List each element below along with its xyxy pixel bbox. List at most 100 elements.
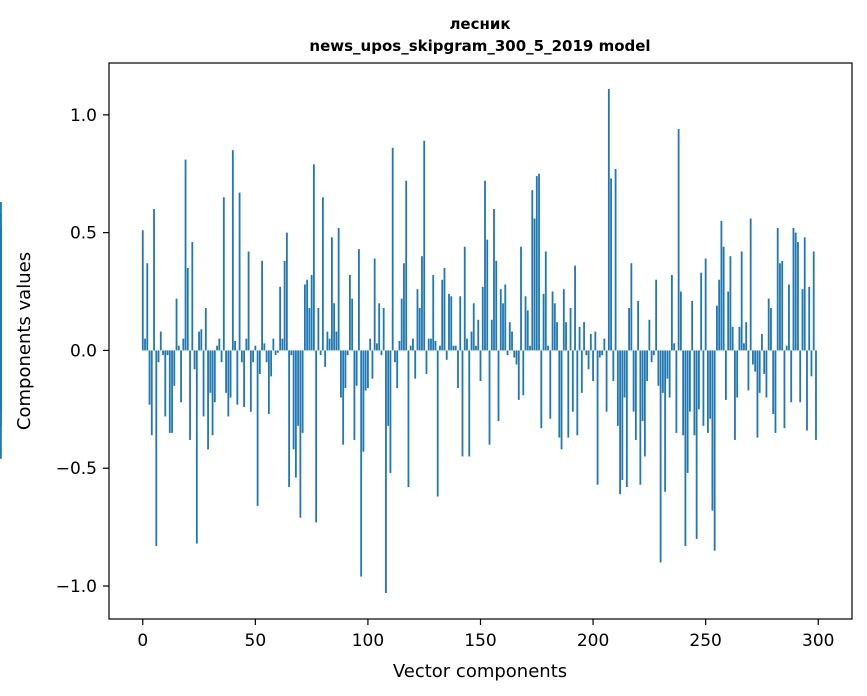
- bar-component-48: [249, 350, 252, 412]
- bar-component-95: [355, 350, 358, 386]
- bar-component-1: [144, 338, 146, 351]
- x-axis-ticks: 0 50 100 150 200 250 300: [137, 619, 834, 651]
- bar-component-116: [403, 263, 405, 351]
- chart-title-line-1: лесник: [449, 15, 510, 33]
- bar-component-263: [734, 350, 736, 440]
- plot-area-frame: [108, 62, 853, 620]
- bar-component-134: [443, 267, 446, 351]
- bar-component-85: [333, 303, 336, 351]
- bar-component-137: [450, 296, 453, 351]
- bar-component-126: [425, 350, 428, 374]
- bar-component-110: [389, 350, 392, 473]
- bar-component-0: [141, 230, 144, 351]
- bar-component-185: [558, 350, 561, 438]
- bar-component-158: [497, 350, 500, 422]
- bar-component-218: [632, 350, 635, 412]
- bar-component-229: [657, 350, 660, 386]
- bar-component-175: [535, 176, 538, 351]
- bar-component-130: [434, 341, 437, 351]
- bar-component-173: [531, 190, 534, 351]
- bar-component-176: [538, 173, 540, 351]
- bar-component-180: [547, 345, 549, 351]
- bar-component-104: [376, 343, 378, 351]
- bar-component-190: [569, 308, 572, 351]
- bar-component-268: [745, 322, 748, 351]
- bar-component-148: [475, 345, 477, 351]
- bar-component-253: [711, 350, 714, 511]
- bar-component-94: [353, 350, 356, 440]
- bar-component-295: [806, 350, 808, 431]
- bar-component-19: [184, 159, 187, 351]
- bar-component-280: [772, 350, 775, 415]
- bar-component-213: [621, 350, 624, 480]
- bar-component-161: [504, 284, 507, 351]
- bar-component-232: [664, 350, 667, 492]
- bar-component-248: [700, 272, 703, 351]
- bar-component-205: [603, 338, 606, 351]
- bar-component-13: [171, 350, 173, 433]
- bar-component-169: [522, 350, 525, 396]
- bar-component-222: [641, 350, 644, 422]
- bar-component-27: [202, 350, 205, 417]
- bar-component-121: [414, 350, 417, 379]
- bar-component-125: [423, 140, 426, 351]
- bar-component-241: [684, 350, 687, 546]
- bar-component-30: [209, 350, 212, 393]
- bar-component-36: [222, 197, 225, 351]
- bar-component-182: [551, 291, 554, 351]
- bar-component-90: [344, 350, 347, 389]
- bar-component-123: [418, 308, 421, 351]
- bar-component-4: [150, 350, 153, 436]
- bar-component-138: [452, 345, 455, 351]
- bar-component-74: [308, 308, 311, 351]
- bar-component-72: [303, 284, 306, 351]
- bar-component-193: [576, 350, 579, 436]
- bar-component-9: [162, 350, 164, 356]
- bar-component-223: [643, 350, 646, 457]
- bar-component-65: [288, 350, 291, 488]
- bar-component-252: [709, 350, 712, 419]
- bar-component-186: [560, 350, 563, 450]
- bar-component-52: [258, 350, 261, 374]
- bar-component-22: [191, 242, 194, 351]
- bar-component-247: [698, 350, 700, 410]
- bar-component-240: [682, 350, 685, 436]
- bar-component-83: [328, 338, 331, 351]
- bar-component-220: [637, 300, 640, 351]
- bar-component-235: [670, 275, 673, 351]
- bar-component-33: [216, 345, 218, 351]
- bar-component-274: [758, 350, 761, 393]
- bar-component-201: [594, 331, 597, 351]
- bar-component-215: [625, 350, 628, 488]
- bar-component-187: [562, 289, 565, 351]
- bar-component-139: [454, 345, 457, 351]
- bar-component-204: [601, 350, 603, 356]
- bar-component-214: [623, 350, 626, 398]
- bar-component-120: [412, 338, 414, 351]
- bar-component-298: [812, 251, 815, 351]
- bar-component-202: [596, 350, 599, 485]
- bar-component-273: [756, 350, 759, 438]
- bar-component-14: [173, 350, 176, 386]
- bar-component-56: [267, 350, 270, 415]
- bar-component-293: [801, 289, 804, 351]
- x-tick-label: 250: [689, 631, 721, 651]
- bar-component-86: [335, 331, 338, 351]
- bar-component-224: [646, 350, 649, 382]
- bar-component-242: [686, 350, 689, 473]
- bar-component-2: [146, 263, 149, 351]
- bar-component-210: [614, 169, 617, 351]
- bar-component-92: [349, 275, 351, 351]
- x-tick-label: 300: [802, 631, 834, 651]
- bar-component-172: [529, 345, 531, 351]
- bar-component-271: [752, 350, 754, 365]
- bar-component-277: [765, 350, 768, 398]
- bar-component-146: [470, 331, 473, 351]
- bar-component-289: [792, 227, 795, 351]
- bar-component-127: [427, 338, 430, 351]
- bar-component-10: [164, 350, 167, 417]
- bar-component-78: [317, 308, 320, 351]
- bar-component-191: [571, 350, 574, 412]
- bar-component-70: [299, 350, 302, 518]
- bar-component-243: [688, 350, 691, 412]
